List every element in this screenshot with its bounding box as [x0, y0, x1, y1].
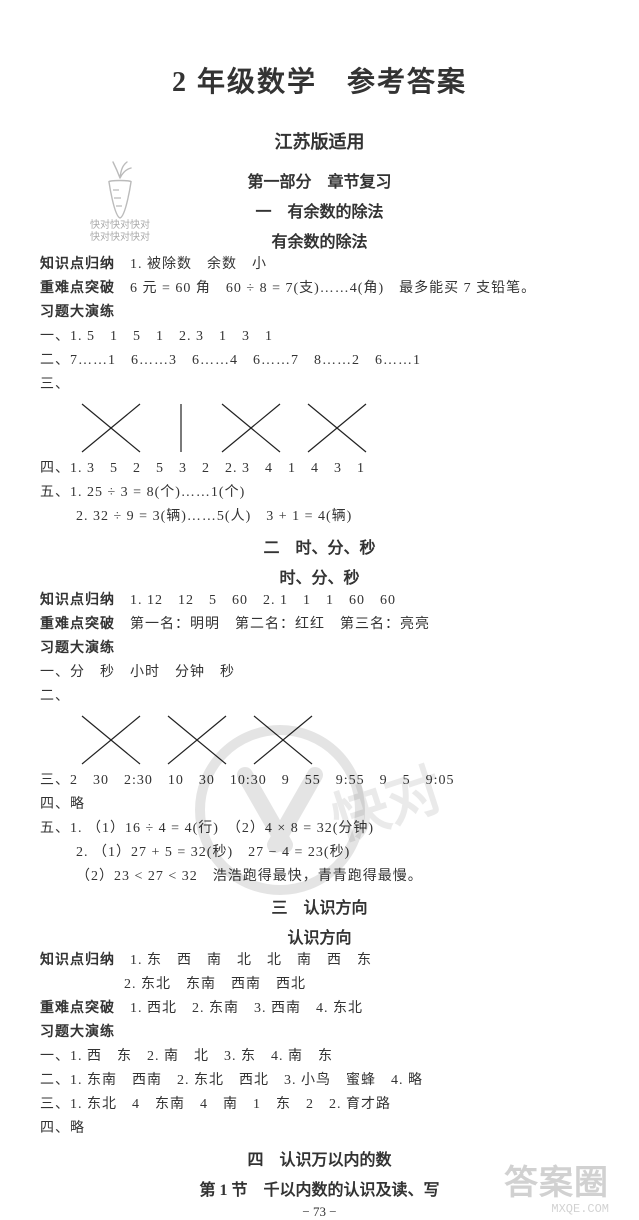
hd1-row: 重难点突破 6 元 = 60 角 60 ÷ 8 = 7(支)……4(角) 最多能…: [40, 278, 599, 300]
kp3-row-b: 2. 东北 东南 西南 西北: [40, 974, 599, 996]
kp3-row-a: 知识点归纳 1. 东 西 南 北 北 南 西 东: [40, 950, 599, 972]
kp-label: 知识点归纳: [40, 953, 115, 968]
cross-icon: [76, 400, 146, 456]
ex3-1: 一、1. 西 东 2. 南 北 3. 东 4. 南 东: [40, 1046, 599, 1068]
hd-label: 重难点突破: [40, 617, 115, 632]
cross-icon: [302, 400, 372, 456]
line-icon: [162, 400, 200, 456]
chapter2-heading: 二 时、分、秒: [40, 534, 599, 558]
kp1-text: 1. 被除数 余数 小: [130, 257, 267, 272]
page-title: 2 年级数学 参考答案: [40, 60, 599, 100]
cross-diagram-1: [76, 400, 599, 456]
ex3-3: 三、1. 东北 4 东南 4 南 1 东 2 2. 育才路: [40, 1094, 599, 1116]
chapter3-heading: 三 认识方向: [40, 894, 599, 918]
ex1-5b: 2. 32 ÷ 9 = 3(辆)……5(人) 3 + 1 = 4(辆): [40, 506, 599, 528]
cross-diagram-2: [76, 712, 599, 768]
carrot-icon: [97, 160, 143, 220]
ex1-5a: 五、1. 25 ÷ 3 = 8(个)……1(个): [40, 482, 599, 504]
ex3-2: 二、1. 东南 西南 2. 东北 西北 3. 小鸟 蜜蜂 4. 略: [40, 1070, 599, 1092]
hd2-text: 第一名：明明 第二名：红红 第三名：亮亮: [130, 617, 430, 632]
ex1-1: 一、1. 5 1 5 1 2. 3 1 3 1: [40, 326, 599, 348]
ex2-4: 四、略: [40, 794, 599, 816]
carrot-text-1: 快对快对快对: [90, 220, 150, 232]
cross-icon: [216, 400, 286, 456]
cross-icon: [162, 712, 232, 768]
footer-logo: 答案圈: [504, 1155, 609, 1204]
kp-label: 知识点归纳: [40, 257, 115, 272]
ex1-3: 三、: [40, 374, 599, 396]
hd-label: 重难点突破: [40, 1001, 115, 1016]
carrot-text-2: 快对快对快对: [90, 232, 150, 244]
ex2-1: 一、分 秒 小时 分钟 秒: [40, 662, 599, 684]
chapter2-sub: 时、分、秒: [40, 564, 599, 588]
hd3-text: 1. 西北 2. 东南 3. 西南 4. 东北: [130, 1001, 363, 1016]
hd2-row: 重难点突破 第一名：明明 第二名：红红 第三名：亮亮: [40, 614, 599, 636]
hd1-text: 6 元 = 60 角 60 ÷ 8 = 7(支)……4(角) 最多能买 7 支铅…: [130, 281, 536, 296]
chapter3-sub: 认识方向: [40, 924, 599, 948]
kp2-text: 1. 12 12 5 60 2. 1 1 1 60 60: [130, 593, 396, 608]
ex2-5b: 2. （1）27 + 5 = 32(秒) 27 − 4 = 23(秒): [40, 842, 599, 864]
footer-sub: MXQE.COM: [551, 1202, 609, 1216]
ex2-5a: 五、1. （1）16 ÷ 4 = 4(行) （2）4 × 8 = 32(分钟): [40, 818, 599, 840]
carrot-watermark: 快对快对快对 快对快对快对: [90, 160, 150, 244]
ex1-2: 二、7……1 6……3 6……4 6……7 8……2 6……1: [40, 350, 599, 372]
cross-icon: [248, 712, 318, 768]
kp3a-text: 1. 东 西 南 北 北 南 西 东: [130, 953, 372, 968]
kp1-row: 知识点归纳 1. 被除数 余数 小: [40, 254, 599, 276]
hd-label: 重难点突破: [40, 281, 115, 296]
cross-icon: [76, 712, 146, 768]
hd3-row: 重难点突破 1. 西北 2. 东南 3. 西南 4. 东北: [40, 998, 599, 1020]
ex2-3: 三、2 30 2:30 10 30 10:30 9 55 9:55 9 5 9:…: [40, 770, 599, 792]
ex-label-3: 习题大演练: [40, 1022, 599, 1044]
ex1-4: 四、1. 3 5 2 5 3 2 2. 3 4 1 4 3 1: [40, 458, 599, 480]
ex-label-1: 习题大演练: [40, 302, 599, 324]
edition-subtitle: 江苏版适用: [40, 128, 599, 154]
ex3-4: 四、略: [40, 1118, 599, 1140]
kp-label: 知识点归纳: [40, 593, 115, 608]
ex-label-2: 习题大演练: [40, 638, 599, 660]
ex2-5c: （2）23 < 27 < 32 浩浩跑得最快，青青跑得最慢。: [40, 866, 599, 888]
ex2-2: 二、: [40, 686, 599, 708]
kp2-row: 知识点归纳 1. 12 12 5 60 2. 1 1 1 60 60: [40, 590, 599, 612]
